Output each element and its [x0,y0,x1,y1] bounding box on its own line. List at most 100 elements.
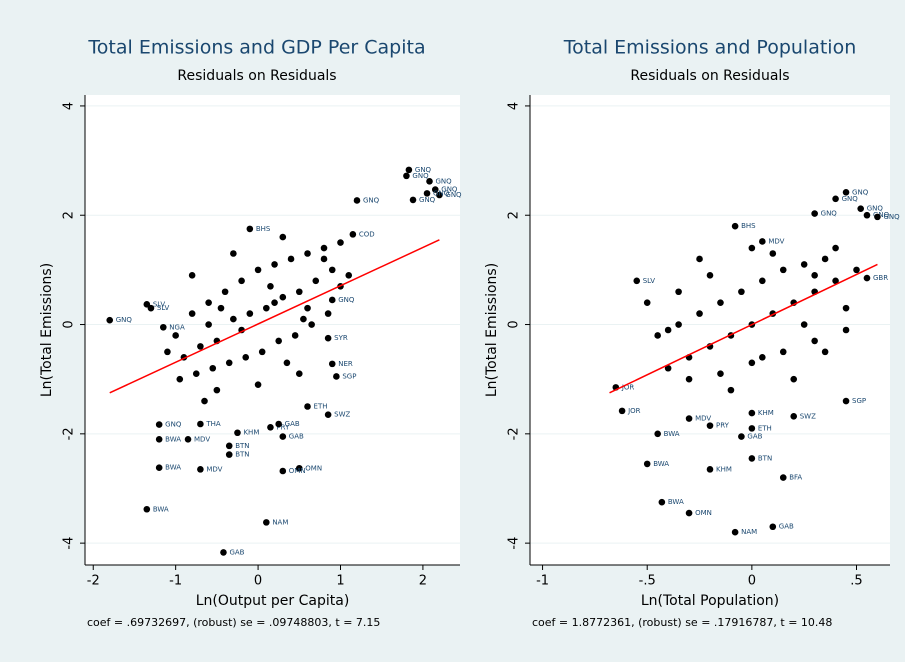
point [197,466,204,473]
point-label: GNQ [441,186,458,194]
x-tick-label: -2 [87,574,100,589]
point [403,172,410,180]
point-label: GNQ [867,205,884,213]
y-tick-label: -2 [62,427,77,440]
point-label: GAB [289,433,304,441]
point [263,304,270,312]
point [436,191,443,199]
point [685,375,693,383]
point [304,250,311,257]
point [192,370,200,378]
point [287,255,295,263]
point-label: KHM [716,465,732,473]
point-label: SLV [157,304,170,312]
point-label: BWA [165,435,181,443]
point-label: ETH [314,403,328,411]
point-label: NAM [272,518,288,526]
point [209,364,217,372]
point [857,205,864,212]
point [225,451,233,458]
point [308,321,315,328]
point [197,343,204,350]
point [405,166,413,174]
point [304,304,311,312]
y-axis-title: Ln(Total Emissions) [39,263,55,397]
point [685,415,693,422]
point-label: BTN [235,451,249,459]
point [800,261,808,268]
point [759,277,766,285]
point [779,348,787,356]
point-label: PRY [716,422,730,430]
point [320,244,328,252]
point [275,337,282,345]
y-tick-label: -2 [507,427,522,440]
point [184,436,192,443]
point [748,244,756,252]
point-label: NGA [169,323,185,331]
point [842,397,850,405]
point-label: GNQ [842,195,859,203]
point-label: OMN [289,467,306,475]
point [658,498,666,506]
x-axis-title: Ln(Total Population) [641,593,779,609]
point [312,277,320,285]
point [790,375,798,383]
point-label: GAB [747,433,762,441]
point [217,304,225,312]
point [431,186,439,193]
point-label: BHS [741,222,756,230]
point [324,334,332,342]
point [271,299,278,306]
y-tick-label: 0 [62,320,77,328]
point-label: GBR [873,274,888,282]
point [155,464,163,472]
point [221,288,229,296]
point-label: BWA [664,430,680,438]
y-tick-label: -4 [507,537,522,550]
point [213,386,221,394]
point [423,190,431,197]
point-label: JOR [627,407,641,415]
point [291,332,299,339]
point [320,255,328,263]
fit-line [609,263,878,394]
point [279,293,287,301]
point [220,549,227,556]
point-label: OMN [695,509,712,517]
x-tick-label: .5 [850,574,862,589]
point [769,250,777,257]
y-tick-label: -4 [62,537,77,550]
point [696,310,703,317]
point-label: KHM [243,429,259,437]
point-label: BFA [789,474,802,482]
point [300,315,307,323]
y-tick-label: 2 [507,211,522,219]
point [832,244,839,252]
point [242,354,250,361]
point [333,373,340,380]
point [267,423,274,431]
point-label: KHM [758,409,774,417]
point [863,274,871,282]
point [324,411,332,419]
point-label: GAB [285,420,300,428]
point-label: GNQ [419,196,436,204]
point [706,272,714,279]
point [748,425,756,432]
point [230,250,237,257]
point [147,304,155,312]
point [246,225,254,233]
point [328,266,336,274]
point [790,413,798,420]
point [731,222,739,230]
point-label: SGP [852,397,866,405]
point-label: BWA [153,505,169,513]
point-label: SLV [643,277,656,285]
point [275,420,282,428]
point-label: GNQ [433,189,450,197]
x-tick-label: 1 [336,574,344,589]
point [295,370,303,378]
point [696,255,703,263]
point-label: BTN [758,454,772,462]
